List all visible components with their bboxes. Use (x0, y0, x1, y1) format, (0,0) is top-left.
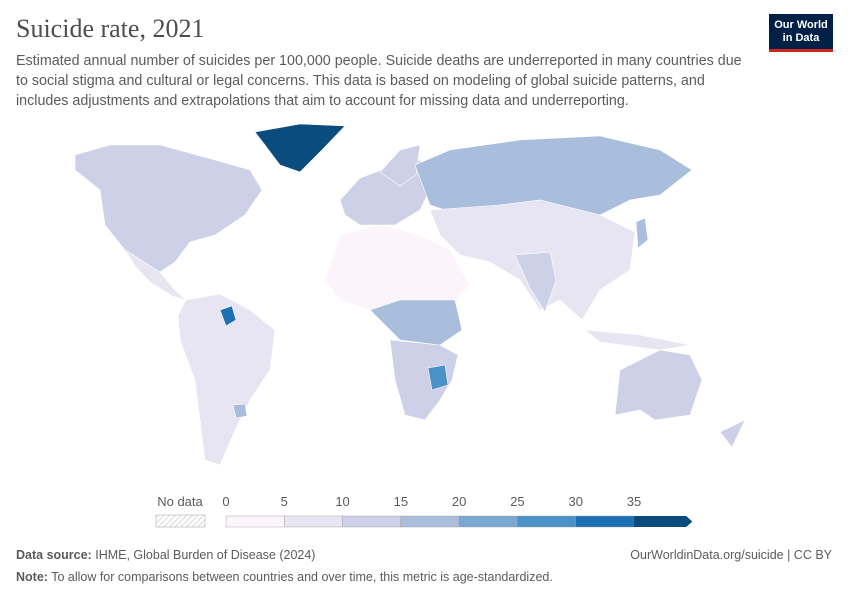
legend-tick-label: 35 (627, 494, 641, 509)
note-text: To allow for comparisons between countri… (51, 570, 553, 584)
no-data-label: No data (157, 494, 203, 509)
legend-bin (458, 515, 518, 528)
legend-bin (400, 515, 460, 528)
title: Suicide rate, 2021 (16, 14, 205, 43)
north-america (74, 144, 263, 273)
guyana (219, 305, 237, 327)
central-africa (369, 299, 463, 346)
legend-tick-label: 10 (335, 494, 349, 509)
source: Data source: IHME, Global Burden of Dise… (16, 548, 315, 562)
source-text: IHME, Global Burden of Disease (2024) (95, 548, 316, 562)
legend-bin (284, 515, 343, 528)
legend-bin (342, 515, 402, 528)
legend-tick-label: 5 (281, 494, 288, 509)
legend-bin (517, 515, 576, 528)
legend-tick-label: 15 (394, 494, 408, 509)
legend-tick-label: 20 (452, 494, 466, 509)
indonesia (584, 329, 691, 351)
legend-tick-label: 25 (510, 494, 524, 509)
legend-bin-open (634, 516, 693, 527)
uruguay (232, 403, 248, 419)
japan (635, 217, 649, 249)
south-america (177, 293, 276, 466)
southern-africa (389, 339, 459, 421)
scandinavia (379, 144, 421, 187)
logo[interactable]: Our World in Data (769, 14, 833, 52)
legend-tick-label: 0 (222, 494, 229, 509)
legend-tick-label: 30 (568, 494, 582, 509)
note-label: Note: (16, 570, 48, 584)
legend-bin (575, 515, 635, 528)
india (514, 251, 557, 313)
url[interactable]: OurWorldinData.org/suicide | CC BY (630, 548, 832, 562)
central-america (124, 249, 187, 301)
greenland (254, 123, 346, 173)
map: No data 0 5 10 15 20 25 30 35 (74, 123, 746, 528)
logo-line: in Data (782, 32, 820, 44)
mozambique (427, 364, 449, 391)
subtitle: Estimated annual number of suicides per … (16, 53, 742, 109)
source-label: Data source: (16, 548, 92, 562)
logo-line: Our World (774, 19, 828, 31)
no-data-swatch (155, 514, 206, 528)
australia (614, 349, 703, 421)
new-zealand (719, 419, 746, 448)
note: Note: To allow for comparisons between c… (16, 570, 553, 584)
legend-bin (225, 515, 285, 528)
